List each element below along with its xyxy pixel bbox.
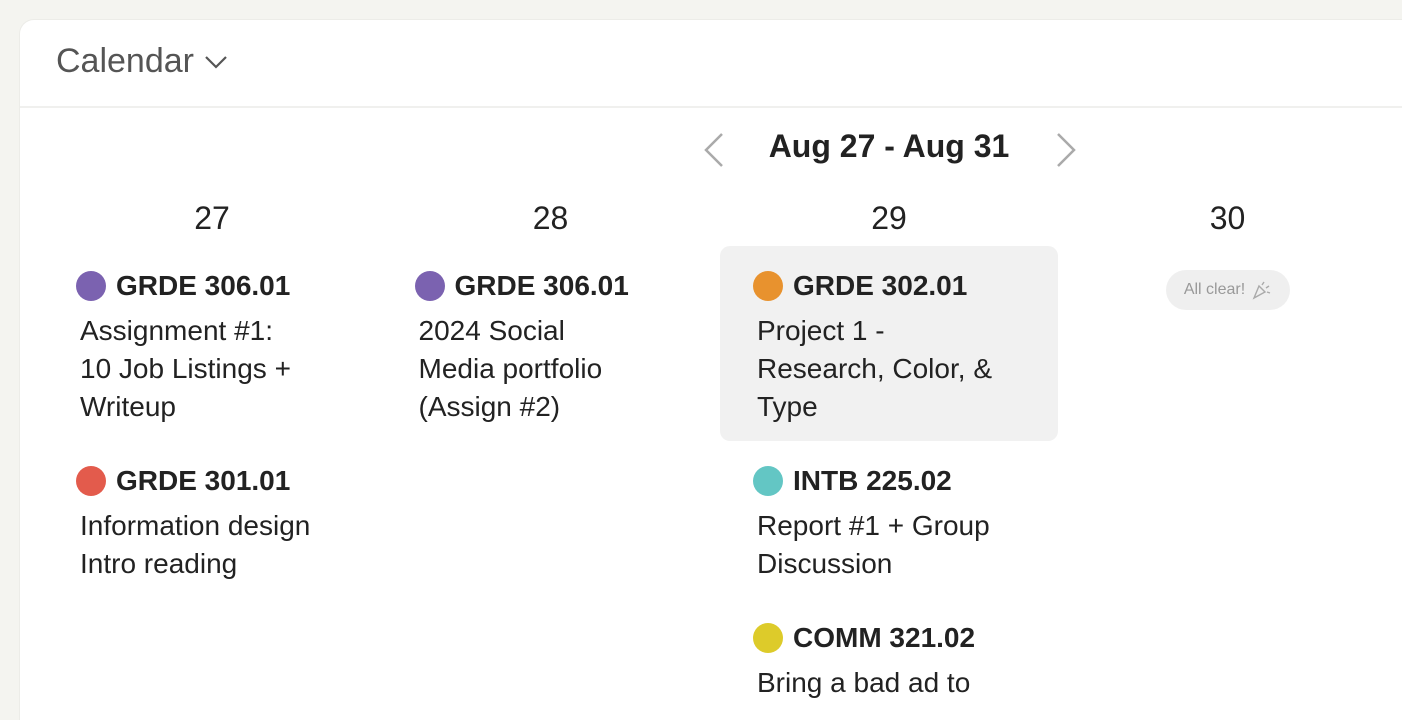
day-column: 28 GRDE 306.01 2024 Social Media portfolio (… xyxy=(382,196,720,422)
week-range: Aug 27 - Aug 31 xyxy=(768,128,1010,164)
event[interactable]: GRDE 302.01 Project 1 - Research, Color, &… xyxy=(720,246,1058,441)
title-line: Report #1 + Group xyxy=(757,510,990,541)
course-dot xyxy=(753,623,783,653)
all-clear-text: All clear! xyxy=(1183,281,1246,298)
event-title: 2024 Social Media portfolio (Assign #2) xyxy=(382,312,720,426)
title-line: Intro reading xyxy=(80,548,238,579)
day-column: 27 GRDE 306.01 Assignment #1: 10 Job Listin… xyxy=(43,196,381,579)
event-list: GRDE 302.01 Project 1 - Research, Color, &… xyxy=(720,246,1058,717)
event-course: GRDE 302.01 xyxy=(720,268,1058,304)
prev-week[interactable] xyxy=(700,130,728,170)
event[interactable]: GRDE 306.01 Assignment #1: 10 Job Listings… xyxy=(43,246,381,441)
event-course: GRDE 301.01 xyxy=(43,463,381,499)
all-clear-badge: All clear! xyxy=(1165,270,1290,310)
course-dot xyxy=(753,271,783,301)
event-course: INTB 225.02 xyxy=(720,463,1058,499)
day-column: 30 All clear! xyxy=(1059,196,1397,310)
title-line: 10 Job Listings + xyxy=(80,353,291,384)
day-number: 27 xyxy=(194,200,230,236)
course-code: GRDE 306.01 xyxy=(454,270,629,301)
title-line: Discussion xyxy=(757,548,893,579)
confetti-icon xyxy=(1252,281,1271,300)
event-title: Information design Intro reading xyxy=(43,507,381,583)
divider xyxy=(20,106,1402,108)
day-number: 30 xyxy=(1209,200,1246,236)
event[interactable]: INTB 225.02 Report #1 + Group Discussion xyxy=(720,441,1058,598)
title-line: Media portfolio xyxy=(418,353,603,384)
course-code: COMM 321.02 xyxy=(793,622,976,653)
course-code: GRDE 302.01 xyxy=(793,270,968,301)
course-code: GRDE 306.01 xyxy=(116,270,291,301)
event-title: Report #1 + Group Discussion xyxy=(720,507,1058,583)
event[interactable]: GRDE 301.01 Information design Intro readi… xyxy=(43,441,381,598)
day-number: 28 xyxy=(532,200,569,236)
event-course: GRDE 306.01 xyxy=(382,268,720,304)
course-dot xyxy=(414,271,445,301)
chevron-down xyxy=(205,55,227,69)
title-line: Type xyxy=(757,391,818,422)
event-course: GRDE 306.01 xyxy=(43,268,381,304)
event-title: Bring a bad ad to xyxy=(720,664,1058,702)
course-dot xyxy=(76,271,106,301)
title-line: Assignment #1: xyxy=(80,315,273,346)
course-code: GRDE 301.01 xyxy=(116,465,291,496)
calendar-card: Calendar Aug 27 - Aug 31 27 GRDE 306.01 As… xyxy=(20,20,1402,720)
title-line: 2024 Social xyxy=(418,315,565,346)
event-title: Assignment #1: 10 Job Listings + Writeup xyxy=(43,312,381,426)
title-line: (Assign #2) xyxy=(418,391,561,422)
next-week[interactable] xyxy=(1052,130,1080,170)
event-title: Project 1 - Research, Color, & Type xyxy=(720,312,1058,426)
title-line: Project 1 - xyxy=(757,315,885,346)
header-title: Calendar xyxy=(56,42,194,80)
day-column: 29 GRDE 302.01 Project 1 - Research, Color,… xyxy=(720,196,1058,698)
course-code: INTB 225.02 xyxy=(793,465,952,496)
event-course: COMM 321.02 xyxy=(720,620,1058,656)
event[interactable]: GRDE 306.01 2024 Social Media portfolio (As… xyxy=(382,246,720,441)
title-line: Writeup xyxy=(80,391,176,422)
event-list: GRDE 306.01 Assignment #1: 10 Job Listings… xyxy=(43,246,381,598)
course-dot xyxy=(753,466,783,496)
title-line: Bring a bad ad to xyxy=(757,667,971,698)
event[interactable]: COMM 321.02 Bring a bad ad to xyxy=(720,598,1058,717)
title-line: Information design xyxy=(80,510,311,541)
course-dot xyxy=(76,466,106,496)
day-number: 29 xyxy=(871,200,907,236)
title-line: Research, Color, & xyxy=(757,353,992,384)
calendar-header[interactable]: Calendar xyxy=(56,42,228,81)
event-list: GRDE 306.01 2024 Social Media portfolio (As… xyxy=(382,246,720,441)
